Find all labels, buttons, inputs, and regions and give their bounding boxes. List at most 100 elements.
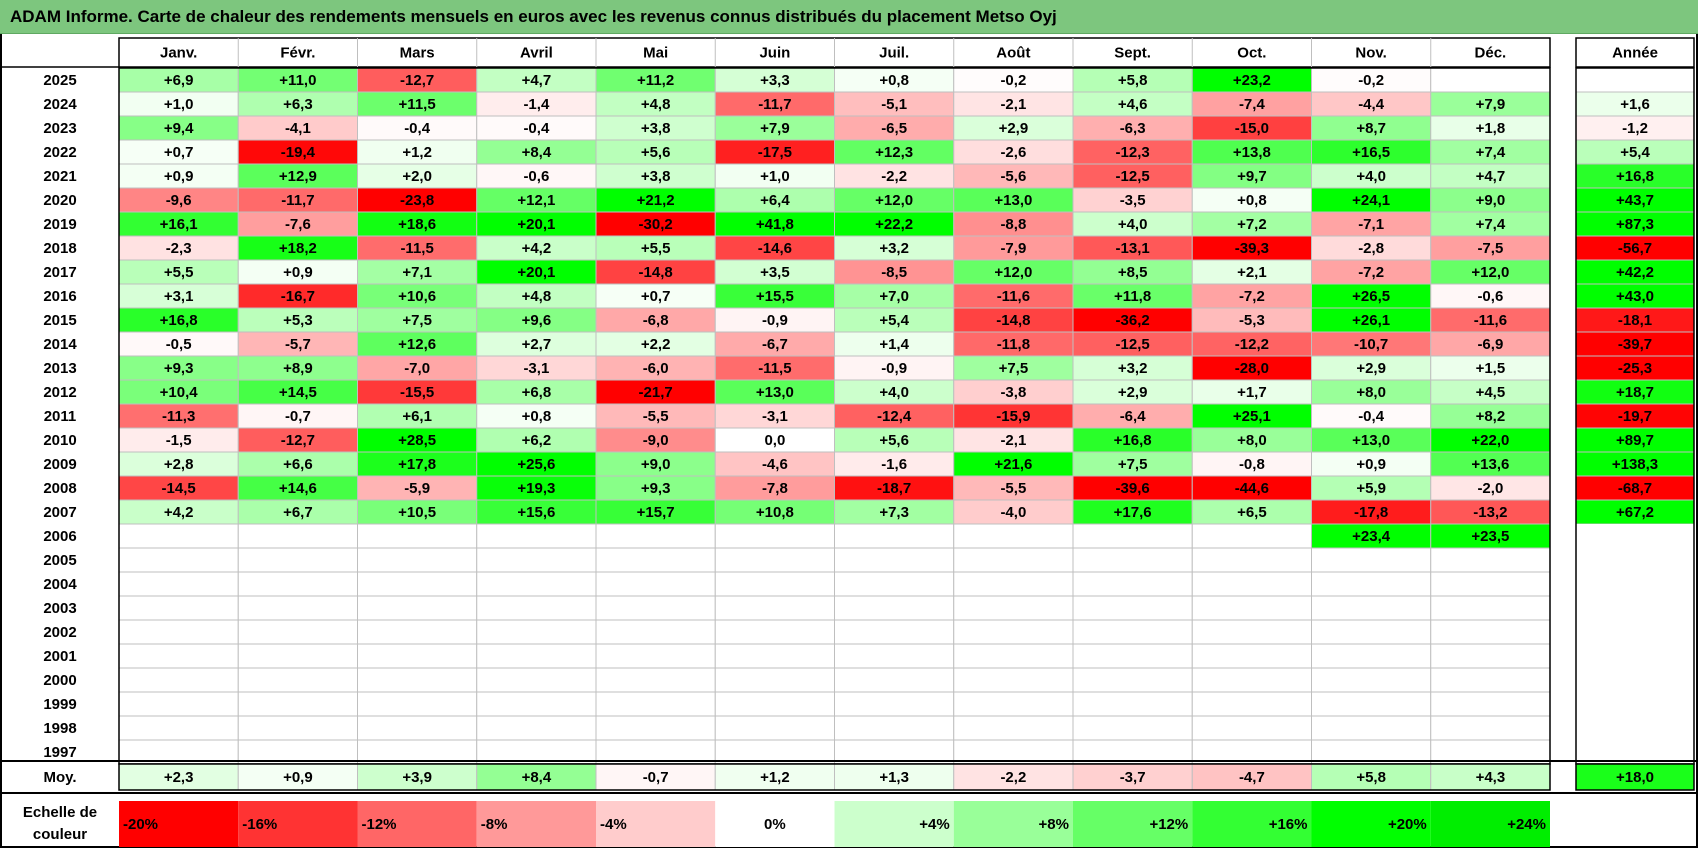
cell-value: -14,8 (639, 264, 673, 281)
heatmap-cell (1072, 211, 1193, 237)
heatmap-cell (953, 523, 1074, 549)
heatmap-cell (237, 307, 358, 333)
cell-value: +10,5 (398, 504, 436, 521)
heatmap-cell (595, 259, 716, 285)
heatmap-cell (595, 331, 716, 357)
cell-value: +1,2 (402, 144, 432, 161)
heatmap-cell (1072, 595, 1193, 621)
average-value: +5,8 (1356, 769, 1386, 786)
heatmap-cell (1430, 91, 1551, 117)
cell-value: -16,7 (281, 288, 315, 305)
heatmap-cell (1191, 547, 1312, 573)
cell-value: +18,6 (398, 216, 436, 233)
heatmap-cell (1072, 667, 1193, 693)
cell-value: -36,2 (1116, 312, 1150, 329)
annual-value: -25,3 (1618, 360, 1652, 377)
cell-value: +2,9 (1356, 360, 1386, 377)
cell-value: +26,5 (1352, 288, 1390, 305)
cell-value: -8,8 (1000, 216, 1026, 233)
annual-cell (1576, 620, 1694, 644)
heatmap-cell (118, 643, 239, 669)
heatmap-cell (1311, 67, 1432, 93)
cell-value: +16,1 (160, 216, 198, 233)
cell-value: +8,9 (283, 360, 313, 377)
heatmap-cell (237, 211, 358, 237)
cell-value: -0,9 (881, 360, 907, 377)
annual-cell (1576, 692, 1694, 716)
average-value: +1,2 (760, 769, 790, 786)
heatmap-cell (237, 691, 358, 717)
average-cell (714, 763, 835, 791)
cell-value: +15,5 (756, 288, 794, 305)
heatmap-cell (357, 691, 478, 717)
heatmap-cell (357, 403, 478, 429)
heatmap-cell (1311, 595, 1432, 621)
heatmap-cell (1430, 451, 1551, 477)
year-label: 1999 (43, 696, 76, 713)
annual-cell (1576, 716, 1694, 740)
cell-value: +0,7 (164, 144, 194, 161)
year-label: 2018 (43, 240, 76, 257)
heatmap-cell (953, 355, 1074, 381)
heatmap-cell (1311, 331, 1432, 357)
heatmap-cell (1311, 307, 1432, 333)
heatmap-cell (1072, 451, 1193, 477)
cell-value: -11,6 (1474, 312, 1507, 329)
annual-value: +43,0 (1616, 288, 1654, 305)
cell-value: +2,0 (402, 168, 432, 185)
cell-value: -14,8 (996, 312, 1030, 329)
heatmap-cell (1311, 187, 1432, 213)
heatmap-cell (357, 283, 478, 309)
cell-value: -11,3 (162, 408, 195, 425)
cell-value: +18,2 (279, 240, 317, 257)
heatmap-cell (237, 379, 358, 405)
heatmap-cell (834, 523, 955, 549)
cell-value: -9,0 (643, 432, 669, 449)
cell-value: -5,6 (1000, 168, 1026, 185)
heatmap-cell (1430, 619, 1551, 645)
heatmap-cell (1072, 499, 1193, 525)
cell-value: +6,7 (283, 504, 313, 521)
heatmap-cell (714, 235, 835, 261)
heatmap-cell (1072, 115, 1193, 141)
color-scale-stop: -16% (242, 816, 277, 833)
cell-value: +2,9 (999, 120, 1029, 137)
year-label: 2002 (43, 624, 76, 641)
cell-value: -5,9 (404, 480, 430, 497)
cell-value: -1,4 (523, 96, 550, 113)
color-scale-stop: +20% (1388, 816, 1427, 833)
cell-value: -7,8 (762, 480, 788, 497)
annual-cell (1575, 235, 1695, 261)
cell-value: +13,0 (994, 192, 1032, 209)
cell-value: -7,1 (1358, 216, 1384, 233)
year-label: 2005 (43, 552, 76, 569)
annual-cell (1575, 331, 1695, 357)
heatmap-cell (1430, 67, 1551, 93)
chart-title: ADAM Informe. Carte de chaleur des rende… (10, 7, 1057, 26)
month-header: Août (996, 44, 1030, 61)
cell-value: +12,0 (994, 264, 1032, 281)
heatmap-cell (1311, 571, 1432, 597)
cell-value: +4,0 (1356, 168, 1386, 185)
cell-value: -17,8 (1354, 504, 1388, 521)
heatmap-cell (834, 379, 955, 405)
cell-value: +23,4 (1352, 528, 1391, 545)
heatmap-cell (118, 379, 239, 405)
heatmap-cell (237, 355, 358, 381)
cell-value: -10,7 (1354, 336, 1388, 353)
annual-cell (1575, 307, 1695, 333)
cell-value: -12,5 (1116, 168, 1150, 185)
heatmap-cell (1311, 283, 1432, 309)
month-header: Janv. (160, 44, 197, 61)
color-scale-swatch (953, 801, 1073, 847)
color-scale-swatch (1073, 801, 1193, 847)
heatmap-cell (1430, 571, 1551, 597)
year-label: 2019 (43, 216, 76, 233)
year-label: 1998 (43, 720, 76, 737)
heatmap-cell (595, 355, 716, 381)
heatmap-cell (118, 547, 239, 573)
average-value: +8,4 (522, 769, 552, 786)
color-scale-swatch (119, 801, 239, 847)
annual-cell (1575, 451, 1695, 477)
cell-value: +3,2 (879, 240, 909, 257)
